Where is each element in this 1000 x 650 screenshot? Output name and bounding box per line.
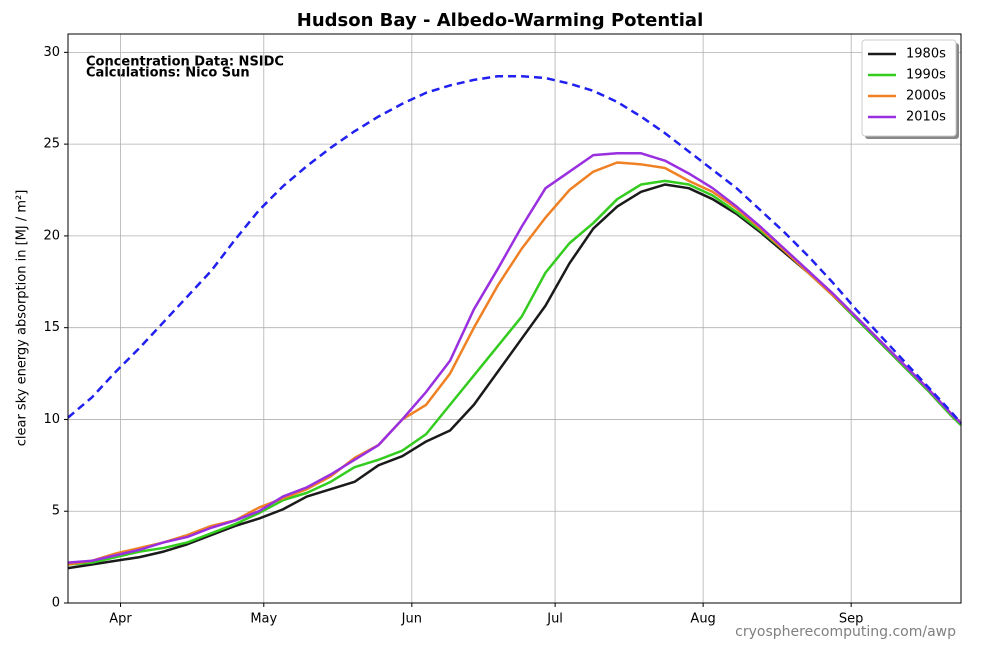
chart-title: Hudson Bay - Albedo-Warming Potential xyxy=(297,10,704,31)
y-tick-label: 20 xyxy=(43,228,60,243)
y-tick-label: 15 xyxy=(43,320,60,335)
y-tick-label: 10 xyxy=(43,412,60,427)
legend-box xyxy=(861,39,957,137)
y-tick-label: 5 xyxy=(52,504,60,519)
series-line xyxy=(67,152,962,564)
annotation: Calculations: Nico Sun xyxy=(86,66,250,81)
x-tick-label: May xyxy=(250,612,277,627)
series-line xyxy=(67,74,962,424)
x-tick-label: Aug xyxy=(690,612,715,627)
legend-label: 2010s xyxy=(906,110,946,125)
x-tick-label: Jul xyxy=(546,612,563,627)
legend-label: 1980s xyxy=(906,47,946,62)
annotation: Concentration Data: NSIDC xyxy=(86,55,284,70)
x-tick-label: Jun xyxy=(401,612,422,627)
x-tick-label: Sep xyxy=(839,612,864,627)
series-line xyxy=(67,183,962,570)
y-tick-label: 30 xyxy=(43,45,60,60)
x-tick-label: Apr xyxy=(109,612,132,627)
footer: cryospherecomputing.com/awp xyxy=(735,624,956,640)
y-axis-label: clear sky energy absorption in [MJ / m²] xyxy=(15,190,30,447)
y-tick-label: 0 xyxy=(52,596,60,611)
series-line xyxy=(67,161,962,566)
legend-label: 2000s xyxy=(906,89,946,104)
y-tick-label: 25 xyxy=(43,137,60,152)
legend-label: 1990s xyxy=(906,68,946,83)
plot-frame xyxy=(67,33,962,604)
